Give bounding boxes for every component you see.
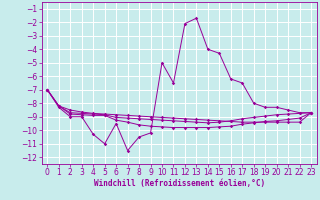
X-axis label: Windchill (Refroidissement éolien,°C): Windchill (Refroidissement éolien,°C) xyxy=(94,179,265,188)
